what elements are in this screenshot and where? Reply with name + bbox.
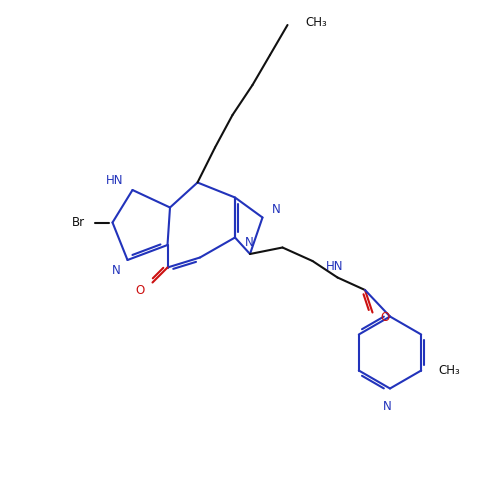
Text: N: N [244,236,254,249]
Text: O: O [380,311,390,324]
Text: CH₃: CH₃ [438,364,460,377]
Text: N: N [112,264,121,276]
Text: N: N [272,204,281,216]
Text: CH₃: CH₃ [305,16,327,29]
Text: HN: HN [326,260,344,273]
Text: Br: Br [72,216,85,229]
Text: N: N [383,400,392,412]
Text: O: O [136,284,144,296]
Text: HN: HN [106,174,124,186]
